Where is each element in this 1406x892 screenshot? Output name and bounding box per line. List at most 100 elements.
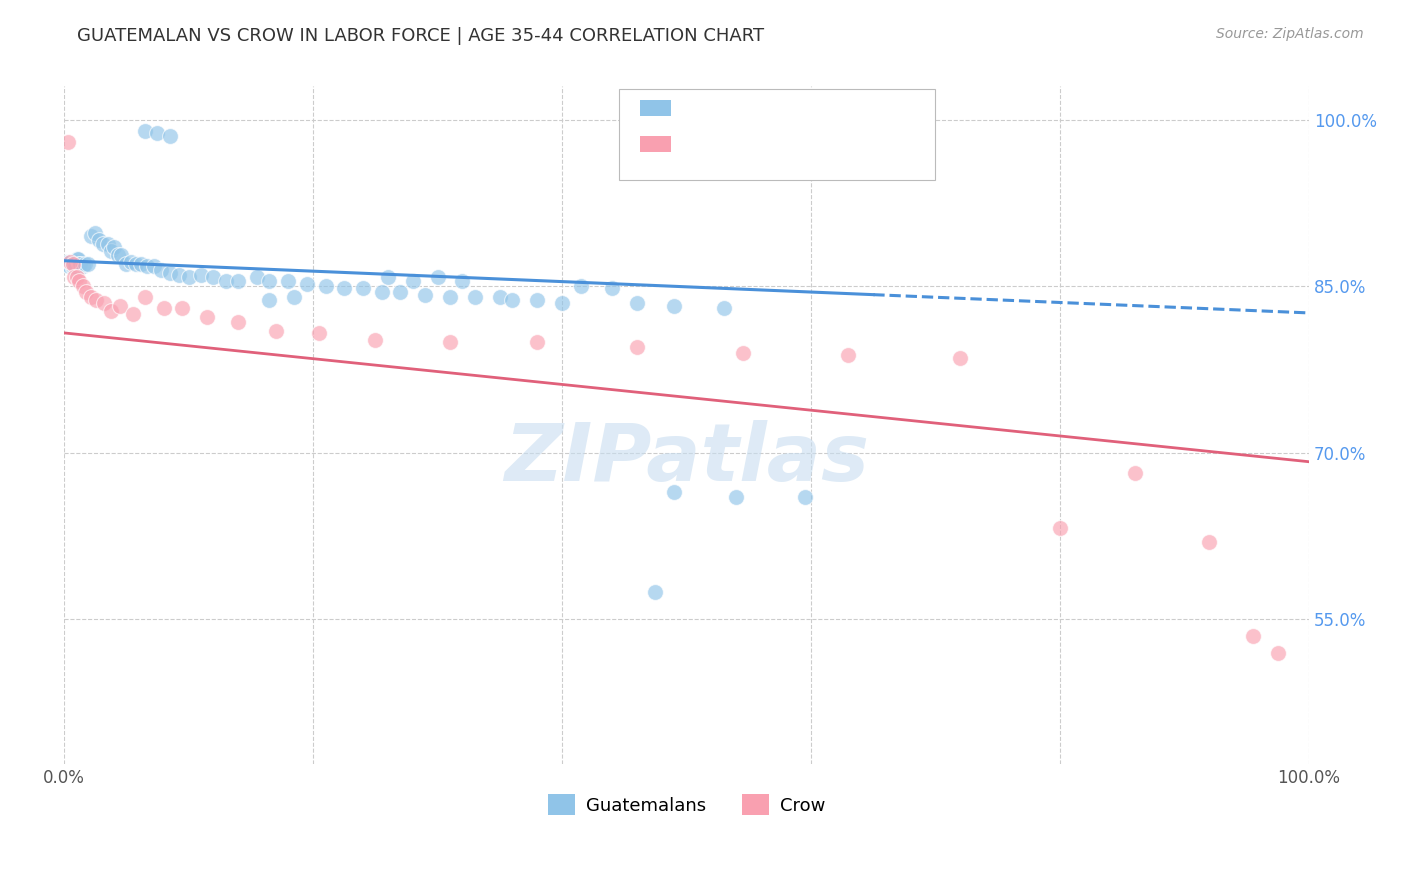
Point [501, 293, 523, 307]
Point [370, 285, 392, 299]
Point [134, 290, 156, 304]
Point [80, 229, 103, 244]
Point [125, 257, 148, 271]
Legend: Guatemalans, Crow: Guatemalans, Crow [541, 788, 832, 822]
Point [277, 274, 299, 288]
Point [451, 274, 474, 288]
Point [108, 299, 131, 313]
Point [91, 237, 114, 252]
Point [76, 257, 98, 271]
Text: GUATEMALAN VS CROW IN LABOR FORCE | AGE 35-44 CORRELATION CHART: GUATEMALAN VS CROW IN LABOR FORCE | AGE … [77, 27, 765, 45]
Text: -0.090: -0.090 [714, 99, 768, 117]
Point [626, 340, 648, 354]
Point [228, 274, 250, 288]
Point [949, 351, 972, 366]
Point [308, 326, 330, 340]
Point [150, 262, 173, 277]
Point [364, 333, 387, 347]
Point [72, 260, 94, 274]
Point [107, 248, 129, 262]
Point [115, 257, 138, 271]
Point [662, 299, 685, 313]
Text: ZIPatlas: ZIPatlas [505, 420, 869, 498]
Point [63, 255, 86, 269]
Point [215, 274, 238, 288]
Point [837, 348, 859, 362]
Point [426, 270, 449, 285]
Point [439, 334, 461, 349]
Point [352, 281, 374, 295]
Point [62, 257, 84, 271]
Point [59, 255, 82, 269]
Text: -0.263: -0.263 [714, 135, 768, 153]
Point [146, 126, 169, 140]
Text: 73: 73 [808, 99, 830, 117]
Point [152, 301, 174, 316]
Point [72, 279, 94, 293]
Point [100, 244, 122, 258]
Point [569, 279, 592, 293]
Point [67, 274, 90, 288]
Point [662, 484, 685, 499]
Text: Source: ZipAtlas.com: Source: ZipAtlas.com [1216, 27, 1364, 41]
Point [731, 346, 754, 360]
Point [80, 290, 103, 304]
Point [439, 290, 461, 304]
Point [56, 135, 79, 149]
Point [97, 237, 120, 252]
Point [55, 255, 77, 269]
Point [142, 260, 165, 274]
Point [190, 268, 212, 282]
Point [53, 257, 76, 271]
Point [87, 233, 110, 247]
Point [120, 255, 142, 269]
Point [793, 490, 815, 504]
Point [65, 270, 87, 285]
Point [725, 490, 748, 504]
Point [100, 303, 122, 318]
Point [110, 248, 132, 262]
Point [1267, 646, 1289, 660]
Point [413, 288, 436, 302]
Text: N =: N = [778, 99, 814, 117]
Point [58, 260, 80, 274]
Point [1241, 629, 1264, 643]
Point [626, 296, 648, 310]
Point [315, 279, 337, 293]
Point [62, 260, 84, 274]
Point [389, 285, 412, 299]
Point [60, 260, 83, 274]
Point [172, 301, 194, 316]
Point [136, 260, 159, 274]
Point [66, 252, 89, 266]
Point [295, 277, 318, 291]
Point [86, 293, 108, 307]
Point [129, 257, 152, 271]
Point [333, 281, 356, 295]
Point [65, 260, 87, 274]
Point [167, 268, 190, 282]
Point [75, 257, 97, 271]
Point [1123, 466, 1146, 480]
Point [464, 290, 486, 304]
Point [56, 257, 79, 271]
Point [377, 270, 399, 285]
Point [551, 296, 574, 310]
Point [103, 240, 125, 254]
Point [159, 266, 181, 280]
Point [644, 584, 666, 599]
Point [202, 270, 225, 285]
Point [84, 226, 107, 240]
Point [283, 290, 305, 304]
Point [177, 270, 200, 285]
Point [526, 293, 548, 307]
Text: N =: N = [778, 135, 814, 153]
Text: R =: R = [679, 135, 716, 153]
Text: 33: 33 [808, 135, 830, 153]
Point [67, 257, 90, 271]
Point [1198, 534, 1220, 549]
Point [159, 129, 181, 144]
Point [264, 324, 287, 338]
Point [195, 310, 218, 325]
Point [228, 315, 250, 329]
